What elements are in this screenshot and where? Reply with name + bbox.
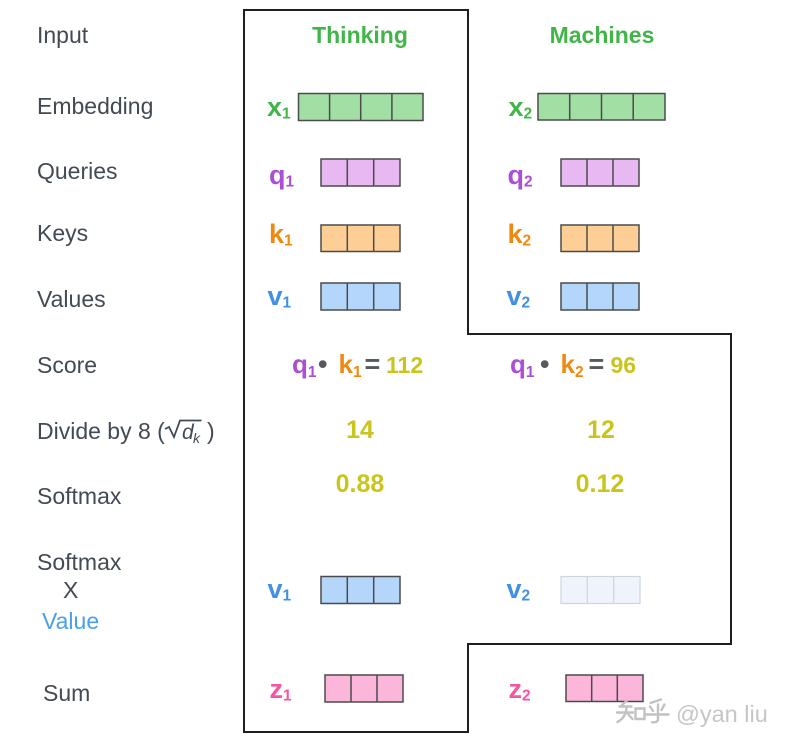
svg-text:Thinking: Thinking: [312, 22, 408, 48]
svg-text:Softmax: Softmax: [37, 549, 122, 575]
svg-text:0.12: 0.12: [576, 470, 625, 498]
svg-text:Queries: Queries: [37, 158, 118, 184]
svg-text:12: 12: [587, 416, 615, 444]
svg-text:112: 112: [386, 352, 423, 378]
svg-text:Value: Value: [42, 608, 99, 634]
svg-text:96: 96: [611, 352, 637, 378]
svg-text:Input: Input: [37, 22, 89, 48]
svg-text:Score: Score: [37, 352, 97, 378]
svg-text:•: •: [540, 349, 549, 379]
svg-text:Machines: Machines: [550, 22, 655, 48]
svg-text:X: X: [63, 577, 78, 603]
svg-text:14: 14: [346, 416, 374, 444]
svg-text:=: =: [589, 349, 605, 379]
svg-text:=: =: [365, 349, 381, 379]
svg-text:0.88: 0.88: [336, 470, 385, 498]
svg-text:Keys: Keys: [37, 220, 88, 246]
svg-text:d: d: [182, 421, 195, 444]
svg-text:): ): [207, 418, 215, 444]
svg-text:Softmax: Softmax: [37, 483, 122, 509]
svg-text:k: k: [193, 430, 201, 446]
svg-text:Values: Values: [37, 286, 106, 312]
svg-text:@yan liu: @yan liu: [676, 701, 768, 727]
svg-text:•: •: [318, 349, 327, 379]
svg-text:Divide by 8 (: Divide by 8 (: [37, 418, 171, 444]
svg-text:Embedding: Embedding: [37, 93, 153, 119]
svg-text:Sum: Sum: [43, 680, 90, 706]
